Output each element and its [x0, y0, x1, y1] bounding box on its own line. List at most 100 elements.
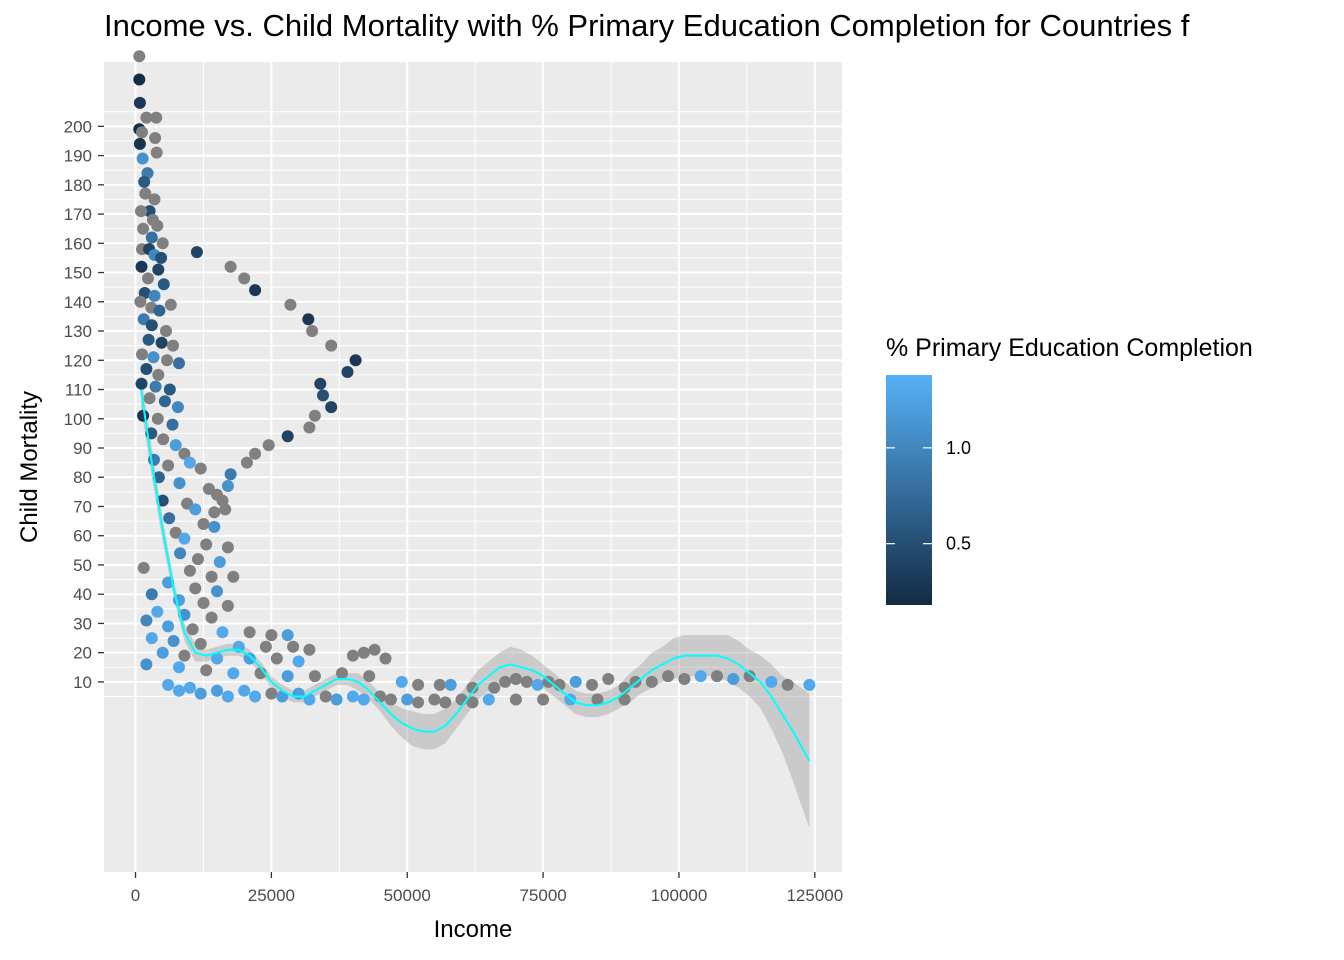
data-point — [727, 673, 740, 685]
data-point — [166, 418, 179, 431]
data-point — [135, 377, 148, 390]
data-point — [336, 667, 348, 680]
legend: % Primary Education Completion 0.5 1.0 — [886, 334, 1253, 605]
data-point — [148, 193, 161, 206]
data-point — [308, 409, 321, 422]
data-point — [240, 456, 253, 469]
data-point — [194, 687, 207, 700]
data-point — [401, 693, 414, 706]
data-point — [136, 126, 148, 139]
data-point — [227, 667, 240, 680]
data-point — [265, 687, 278, 700]
data-point — [173, 357, 185, 370]
data-point — [178, 532, 191, 545]
x-tick-label: 25000 — [248, 886, 295, 905]
smooth-line-layer — [140, 389, 811, 762]
data-point — [303, 421, 316, 434]
data-point — [276, 690, 289, 703]
y-tick-label: 50 — [73, 556, 92, 575]
data-point — [249, 284, 262, 297]
y-tick-label: 160 — [64, 234, 92, 253]
data-point — [330, 693, 343, 706]
data-point — [224, 260, 237, 273]
data-point — [287, 640, 300, 653]
data-point — [346, 690, 359, 703]
legend-tick-label: 0.5 — [946, 534, 971, 554]
data-point — [319, 690, 332, 703]
data-point — [139, 187, 152, 200]
data-point — [569, 675, 582, 688]
data-point — [136, 348, 148, 361]
y-tick-label: 40 — [73, 585, 92, 604]
smooth-line — [140, 389, 811, 762]
data-point — [238, 272, 251, 285]
data-point — [133, 73, 146, 86]
data-point — [190, 246, 203, 259]
data-point — [183, 456, 196, 469]
data-point — [197, 518, 210, 530]
x-tick-label: 100000 — [651, 886, 708, 905]
legend-ticks: 0.5 1.0 — [886, 438, 971, 554]
data-point — [145, 231, 158, 244]
data-point — [173, 661, 185, 674]
data-point — [221, 480, 234, 492]
data-point — [137, 561, 150, 574]
data-point — [160, 325, 172, 337]
data-point — [173, 684, 185, 697]
data-point — [192, 553, 204, 566]
data-point — [224, 468, 237, 481]
data-point — [509, 673, 522, 685]
data-point — [145, 588, 158, 601]
data-point — [694, 670, 707, 683]
data-point — [162, 678, 175, 691]
data-point — [155, 251, 168, 264]
data-point — [292, 655, 305, 668]
data-point — [765, 675, 778, 688]
data-point — [270, 652, 283, 665]
data-point — [281, 629, 294, 642]
data-point — [163, 512, 176, 525]
data-point — [200, 538, 213, 551]
data-point — [151, 412, 164, 425]
data-point — [249, 447, 262, 460]
data-point — [781, 678, 794, 691]
data-point — [281, 670, 294, 683]
data-point — [368, 643, 381, 656]
data-point — [531, 678, 544, 691]
data-point — [194, 462, 207, 475]
y-axis: 10 20 30 40 50 60 70 80 90 100 110 120 130 140 150 160 1… — [64, 117, 104, 692]
data-point — [317, 389, 329, 402]
data-point — [205, 570, 218, 583]
data-point — [174, 547, 187, 560]
data-point — [243, 652, 256, 665]
data-point — [135, 260, 148, 273]
x-tick-label: 50000 — [384, 886, 431, 905]
points-layer — [133, 50, 816, 709]
data-point — [148, 289, 161, 302]
x-axis: 0 25000 50000 75000 100000 125000 — [131, 872, 843, 905]
data-point — [142, 333, 155, 346]
x-tick-label: 0 — [131, 886, 140, 905]
data-point — [384, 693, 397, 706]
data-point — [325, 401, 338, 414]
data-point — [306, 325, 319, 337]
data-point — [152, 368, 165, 381]
data-point — [466, 696, 479, 709]
data-point — [157, 278, 170, 291]
data-point — [167, 339, 179, 352]
data-point — [150, 146, 163, 159]
data-point — [161, 354, 173, 367]
data-point — [349, 354, 362, 367]
y-tick-label: 70 — [73, 497, 92, 516]
data-point — [221, 690, 234, 703]
data-point — [171, 401, 184, 414]
data-point — [262, 439, 275, 452]
data-point — [303, 643, 316, 656]
data-point — [428, 693, 441, 706]
data-point — [186, 623, 199, 636]
data-point — [135, 205, 147, 218]
data-point — [227, 570, 240, 583]
data-point — [137, 222, 150, 235]
data-point — [591, 693, 604, 706]
data-point — [164, 298, 177, 311]
